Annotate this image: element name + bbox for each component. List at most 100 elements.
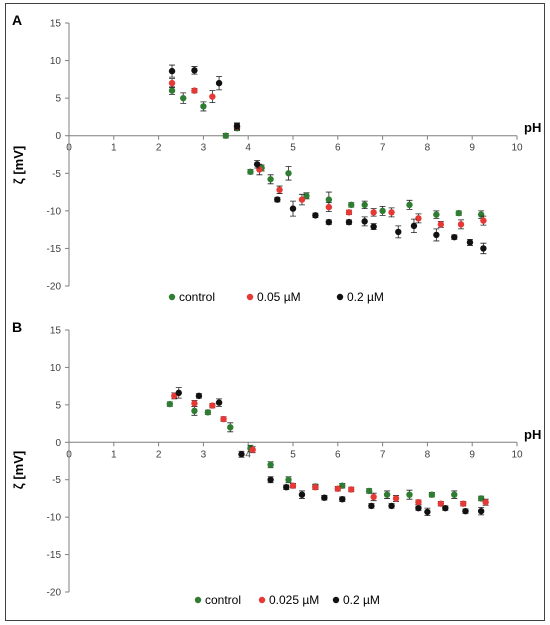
panel-a-legend-label-0-2-m: 0.2 µM	[347, 290, 384, 304]
panel-b-data-point	[415, 498, 422, 506]
panel-a-data-point	[168, 87, 176, 94]
panel-a-x-tick-label: 9	[469, 143, 475, 154]
panel-a-data-point	[222, 132, 229, 139]
panel-b-data-point	[166, 400, 173, 408]
panel-a-series-0-2-m	[168, 64, 487, 255]
panel-b-legend-label-0-025-m: 0.025 µM	[269, 593, 319, 607]
panel-a-data-point	[451, 233, 458, 241]
panel-b-data-point	[482, 498, 489, 506]
panel-b-legend-label-0-2-m: 0.2 µM	[343, 593, 380, 607]
panel-b-data-point	[321, 494, 328, 501]
panel-b-data-point	[298, 491, 306, 498]
panel-a-data-points	[168, 64, 487, 255]
panel-a-y-tick-label: -20	[47, 282, 62, 293]
panel-b-x-tick-label: 10	[511, 449, 523, 460]
panel-b-data-point	[289, 482, 297, 489]
panel-a-data-point	[457, 221, 465, 228]
panel-a-x-tick-label: 4	[245, 143, 251, 154]
panel-b-data-point	[175, 389, 182, 397]
panel-b-series-0-025-m	[171, 392, 489, 507]
panel-b-y-tick-label: -5	[52, 475, 61, 486]
panel-b-data-point	[368, 502, 375, 510]
panel-a-data-point	[345, 209, 353, 216]
panel-a-data-point	[200, 103, 207, 110]
panel-a-data-point	[361, 201, 368, 209]
panel-b-x-tick-label: 1	[111, 449, 117, 460]
panel-a-data-point	[410, 222, 418, 230]
panel-a-legend-label-0-05-m: 0.05 µM	[257, 290, 301, 304]
panel-b-data-point	[339, 495, 346, 503]
panel-b-y-axis-label: ζ [mV]	[11, 451, 26, 490]
panel-a-data-point	[395, 228, 402, 236]
panel-b-data-point	[460, 500, 467, 507]
panel-a-data-point	[191, 87, 198, 94]
panel-a-legend-label-control: control	[179, 290, 215, 304]
panel-a-data-point	[466, 239, 474, 246]
panel-b-legend-marker-0-2-m	[332, 596, 340, 604]
panel-a-data-point	[253, 161, 261, 168]
panel-a-data-point	[370, 209, 377, 216]
panel-b-x-tick-label: 5	[290, 449, 296, 460]
panel-a-data-point	[388, 209, 395, 216]
panel-b-x-tick-label: 4	[245, 449, 251, 460]
panel-b-data-point	[388, 502, 395, 510]
panel-a-data-point	[415, 215, 422, 222]
panel-a-y-tick-label: 10	[50, 56, 62, 67]
panel-b-data-point	[220, 415, 227, 423]
panel-b-data-point	[477, 495, 485, 502]
panel-b-data-point	[312, 484, 319, 491]
panel-b-data-point	[227, 424, 234, 431]
panel-a-x-tick-label: 3	[201, 143, 207, 154]
panel-b-data-point	[285, 476, 292, 483]
panel-b-data-point	[267, 461, 274, 468]
panel-a-legend-marker-0-2-m	[336, 293, 344, 301]
panel-b-data-point	[428, 491, 436, 498]
panel-b-x-tick-label: 8	[425, 449, 431, 460]
panel-a-legend-marker-control	[168, 293, 176, 301]
panel-a-x-tick-label: 7	[380, 143, 386, 154]
panel-b-data-point	[477, 507, 485, 515]
panel-b-y-tick-label: -10	[47, 513, 62, 524]
panel-b-series-control	[166, 400, 485, 502]
panel-a-data-point	[325, 196, 333, 203]
panel-b-legend-marker-0-025-m	[258, 596, 266, 604]
panel-a-data-point	[233, 122, 241, 130]
panel-a-data-point	[168, 67, 176, 75]
panel-a-y-tick-label: -15	[47, 244, 62, 255]
panel-b-data-point	[249, 446, 256, 453]
panel-b-y-tick-label: -20	[47, 588, 62, 599]
panel-b-data-point	[442, 504, 449, 512]
panel-a-y-tick-label: 0	[55, 131, 61, 142]
panel-b-data-point	[415, 504, 422, 512]
panel-b-data-point	[215, 399, 223, 406]
panel-b-x-tick-label: 7	[380, 449, 386, 460]
panel-a-y-axis-label: ζ [mV]	[11, 146, 26, 185]
panel-b-data-point	[191, 400, 198, 407]
panel-a-x-tick-label: 10	[511, 143, 523, 154]
panel-a-data-point	[433, 211, 440, 218]
panel-b-data-point	[209, 402, 216, 409]
panel-a-legend-marker-0-05-m	[246, 293, 254, 301]
panel-b-data-point	[204, 409, 212, 416]
panel-b-data-point	[365, 487, 373, 495]
panel-b-data-point	[348, 486, 355, 493]
panel-b-data-point	[462, 507, 469, 515]
panel-a-data-point	[168, 79, 176, 87]
panel-a-x-tick-label: 8	[425, 143, 431, 154]
panel-b-data-point	[283, 484, 290, 491]
panel-a-data-point	[180, 94, 187, 102]
panel-a-chart: A ζ [mV] pH 15 10 5 0 -5 -10 -15 -20 0 1 2 3 4 5 6 7 8 9…	[11, 12, 541, 304]
panel-b-data-points	[166, 387, 489, 517]
panel-b-legend-marker-control	[194, 596, 202, 604]
panel-a-data-point	[406, 201, 413, 209]
panel-b-data-point	[392, 495, 400, 502]
panel-b-label: B	[12, 319, 22, 335]
panel-a-y-ticks: 15 10 5 0 -5 -10 -15 -20	[47, 19, 69, 293]
panel-b-data-point	[238, 451, 245, 458]
panel-b-data-point	[191, 407, 198, 415]
panel-a-data-point	[345, 218, 353, 226]
panel-a-data-point	[480, 245, 487, 252]
panel-a-data-point	[480, 217, 487, 224]
panel-a-y-tick-label: -5	[52, 169, 61, 180]
